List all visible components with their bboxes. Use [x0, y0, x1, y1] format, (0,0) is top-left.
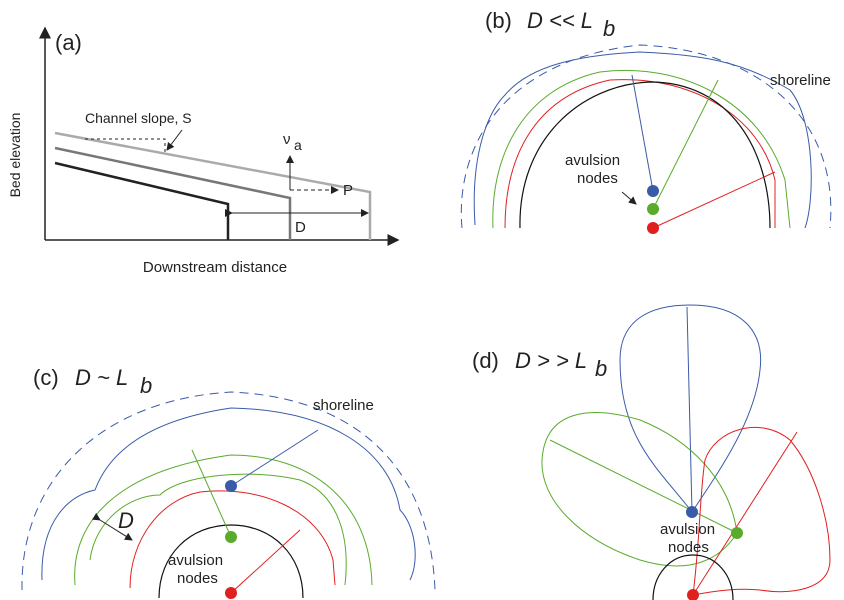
expression: D ~ L	[75, 365, 128, 390]
radius-blue	[231, 430, 318, 486]
nodes-label: nodes	[577, 170, 618, 187]
avulsion-label: avulsion	[660, 521, 715, 538]
node-red	[647, 222, 659, 234]
nu-subscript: a	[294, 137, 302, 153]
node-green	[731, 527, 743, 539]
radius-red	[693, 432, 797, 595]
radius-red	[231, 530, 300, 593]
profile-mid	[55, 148, 290, 240]
node-red	[687, 589, 699, 600]
profile-dark	[55, 163, 228, 240]
radius-green	[653, 80, 718, 209]
panel-c: (c) D ~ L b shoreline D avulsion nodes	[22, 365, 435, 599]
node-blue	[686, 506, 698, 518]
d-label: D	[118, 508, 134, 533]
figure: (a) Bed elevation Downstream distance Ch…	[0, 0, 844, 600]
node-green	[225, 531, 237, 543]
radius-blue	[632, 75, 653, 191]
expression: D > > L	[515, 348, 587, 373]
nodes-arrow	[622, 192, 636, 204]
panel-label: (d)	[472, 348, 499, 373]
nodes-label: nodes	[177, 570, 218, 587]
shoreline-blue	[42, 408, 415, 580]
expression-subscript: b	[595, 356, 607, 381]
lobe-red	[505, 80, 775, 228]
x-axis-label: Downstream distance	[143, 259, 287, 276]
avulsion-label: avulsion	[168, 552, 223, 569]
radius-red	[653, 172, 775, 228]
expression: D << L	[527, 8, 593, 33]
arch-black	[520, 82, 770, 228]
lobe-green	[493, 70, 790, 228]
slope-label: Channel slope, S	[85, 110, 192, 126]
avulsion-label: avulsion	[565, 152, 620, 169]
panel-label: (a)	[55, 30, 82, 55]
p-label: P	[343, 182, 353, 199]
node-red	[225, 587, 237, 599]
panel-label: (c)	[33, 365, 59, 390]
node-blue	[225, 480, 237, 492]
shoreline-label: shoreline	[313, 397, 374, 414]
panel-a: (a) Bed elevation Downstream distance Ch…	[7, 28, 398, 276]
y-axis-label: Bed elevation	[7, 113, 23, 198]
node-blue	[647, 185, 659, 197]
radius-green	[192, 450, 231, 537]
lobe-red	[693, 427, 830, 595]
expression-subscript: b	[603, 16, 615, 41]
panel-d: (d) D > > L b avulsion nodes	[472, 305, 830, 600]
panel-b: (b) D << L b shoreline avulsion nodes	[461, 8, 831, 234]
panel-label: (b)	[485, 8, 512, 33]
profile-light	[55, 133, 370, 240]
slope-arrow	[167, 130, 182, 150]
radius-blue	[687, 307, 692, 512]
lobe-blue	[620, 305, 761, 512]
node-green	[647, 203, 659, 215]
nodes-label: nodes	[668, 539, 709, 556]
expression-subscript: b	[140, 373, 152, 398]
nu-label: ν	[283, 131, 291, 148]
shoreline-label: shoreline	[770, 72, 831, 89]
d-label: D	[295, 219, 306, 236]
